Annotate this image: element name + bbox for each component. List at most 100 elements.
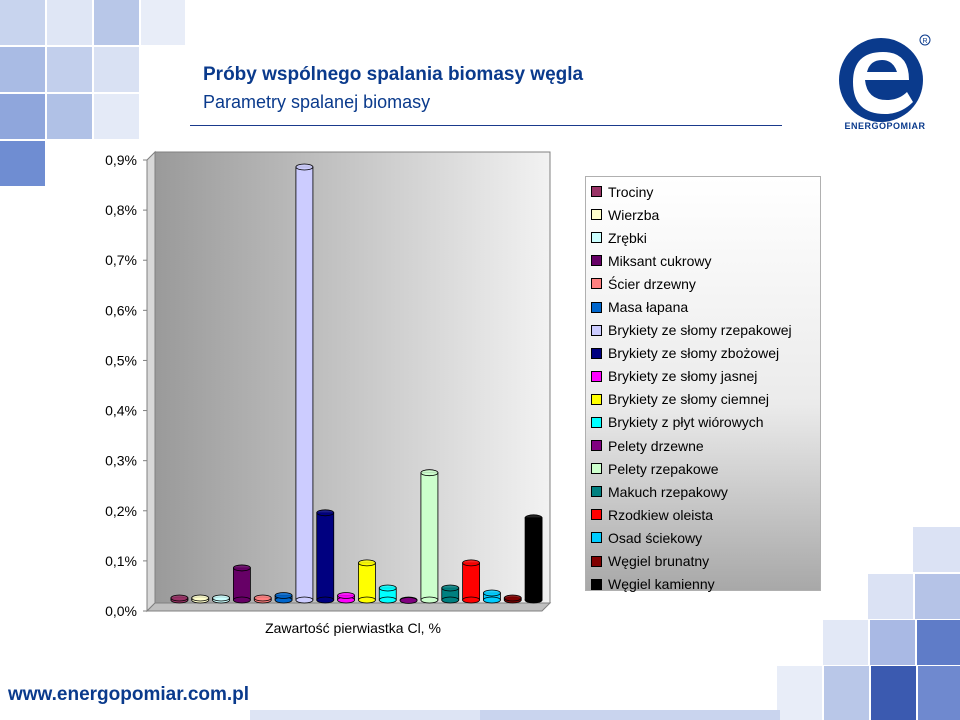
legend-item: Wierzba [586,203,820,226]
bar-top [191,594,210,602]
page-title: Próby wspólnego spalania biomasy węgla [203,64,584,85]
legend-item: Węgiel brunatny [586,550,820,573]
bar [462,562,480,601]
legend-swatch [591,532,602,544]
decorative-square [777,666,822,720]
bar-base [462,596,480,604]
bar-top [358,559,376,567]
decorative-square [141,0,185,45]
bar-base [233,596,251,604]
decorative-square [94,94,139,139]
y-tick-label: 0,6% [105,302,137,318]
logo-e-letter [853,52,913,114]
legend-swatch [591,255,602,267]
decorative-square [823,620,868,665]
bar-top [253,594,272,602]
decorative-square [94,0,139,45]
bar [316,512,335,601]
legend-label: Zrębki [608,229,647,246]
legend-item: Trociny [586,180,820,203]
decorative-square [913,527,960,572]
decorative-square [250,710,480,720]
registered-icon [919,34,931,46]
bar-top [274,592,293,599]
legend-label: Brykiety ze słomy jasnej [608,368,758,385]
legend-item: Pelety drzewne [586,434,820,457]
legend-label: Pelety rzepakowe [608,460,719,477]
decorative-square [0,141,45,186]
title-divider [190,125,782,126]
legend-swatch [591,232,602,244]
legend-item: Węgiel kamienny [586,573,820,596]
legend-swatch [591,301,602,313]
legend-item: Brykiety ze słomy rzepakowej [586,319,820,342]
legend-item: Brykiety ze słomy ciemnej [586,388,820,411]
logo-text: ENERGOPOMIAR [844,121,926,131]
decorative-square [47,0,92,45]
decorative-square [94,47,139,92]
decorative-square [870,620,915,665]
legend-label: Ścier drzewny [608,275,696,292]
y-tick-label: 0,2% [105,503,137,519]
decorative-square [915,574,960,619]
y-tick-label: 0,5% [105,352,137,368]
bar [420,472,439,601]
bar-top [170,594,189,602]
legend-swatch [591,324,602,336]
legend-swatch [591,463,602,475]
legend-label: Brykiety ze słomy rzepakowej [608,322,792,339]
bar-top [316,509,335,517]
bar-top [233,564,251,572]
legend-label: Węgiel kamienny [608,576,715,593]
energopomiar-logo: R [839,34,931,122]
decorative-square [918,666,960,720]
legend-swatch [591,393,602,405]
legend-item: Brykiety ze słomy zbożowej [586,342,820,365]
bar-base [483,596,501,604]
bar [358,562,376,601]
legend-label: Wierzba [608,206,660,223]
bar-base [358,596,376,604]
legend-item: Makuch rzepakowy [586,480,820,503]
bar-base [295,596,314,604]
legend-swatch [591,440,602,452]
legend-item: Ścier drzewny [586,272,820,295]
footer-url[interactable]: www.energopomiar.com.pl [8,684,250,705]
legend-swatch [591,555,602,567]
page-subtitle: Parametry spalanej biomasy [203,92,431,112]
bar-top [503,594,522,602]
bar-base [316,596,335,604]
legend-label: Rzodkiew oleista [608,506,714,523]
legend-label: Miksant cukrowy [608,252,712,269]
bar-top [524,514,543,522]
y-tick-label: 0,7% [105,252,137,268]
plot-floor [145,602,552,612]
decorative-square [868,574,913,619]
plot-back-wall [154,151,551,604]
legend-item: Brykiety ze słomy jasnej [586,365,820,388]
y-tick-label: 0,4% [105,403,137,419]
bar-top [399,597,418,604]
legend-swatch [591,209,602,221]
legend-item: Masa łapana [586,295,820,318]
bar [233,567,251,601]
bar-top [212,594,230,602]
decorative-square [0,47,45,92]
bar-top [337,592,355,599]
y-tick-label: 0,1% [105,553,137,569]
bar [524,517,543,601]
decorative-square [917,620,960,665]
y-tick-label: 0,8% [105,202,137,218]
legend-swatch [591,486,602,498]
legend-item: Rzodkiew oleista [586,503,820,526]
bar-base [378,596,397,604]
legend-item: Pelety rzepakowe [586,457,820,480]
decorative-square [871,666,916,720]
decorative-square [824,666,869,720]
bar-top [462,559,480,567]
y-tick-label: 0,3% [105,453,137,469]
legend-swatch [591,347,602,359]
legend-label: Brykiety z płyt wiórowych [608,414,764,431]
legend-label: Brykiety ze słomy zbożowej [608,345,780,362]
y-tick-label: 0,0% [105,603,137,619]
